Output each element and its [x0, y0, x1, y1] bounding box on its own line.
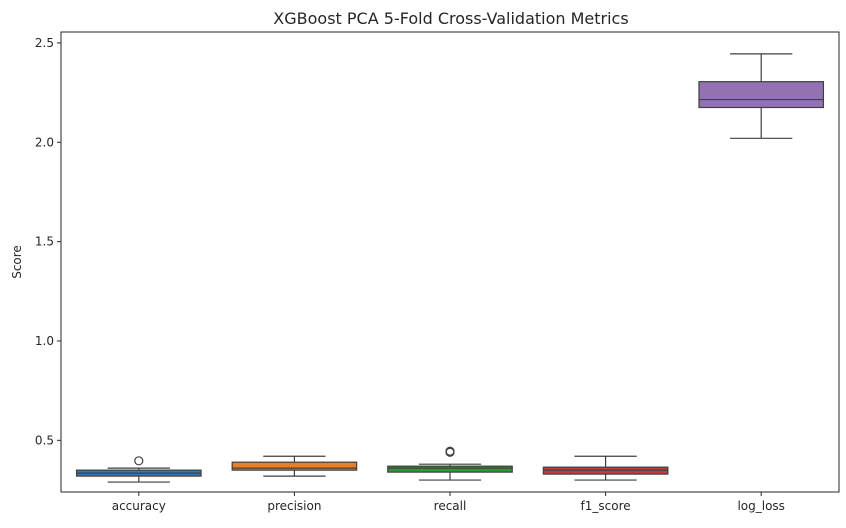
iqr-box — [698, 81, 825, 109]
x-tick-label-f1_score: f1_score — [581, 499, 631, 513]
x-tick-label-precision: precision — [267, 499, 321, 513]
chart-title: XGBoost PCA 5-Fold Cross-Validation Metr… — [273, 9, 628, 28]
box-precision — [231, 455, 358, 477]
y-tick-label: 2.5 — [35, 36, 54, 50]
y-tick-label: 1.0 — [35, 334, 54, 348]
outlier-point — [134, 456, 144, 466]
y-tick-label: 1.5 — [35, 235, 54, 249]
x-tick-label-recall: recall — [434, 499, 467, 513]
iqr-box — [387, 465, 513, 473]
y-axis: 0.5 1.0 1.5 2.0 2.5 — [35, 36, 61, 447]
x-tick-label-accuracy: accuracy — [112, 499, 166, 513]
plot-area — [75, 53, 825, 483]
box-log_loss — [698, 53, 825, 139]
iqr-box — [231, 461, 358, 471]
x-axis: accuracy precision recall f1_score log_loss — [112, 492, 785, 513]
y-tick-label: 0.5 — [35, 433, 54, 447]
outlier-point — [445, 446, 455, 456]
x-tick-label-log_loss: log_loss — [737, 499, 784, 513]
box-accuracy — [75, 456, 202, 483]
y-tick-label: 2.0 — [35, 135, 54, 149]
box-recall — [387, 446, 513, 481]
box-f1_score — [542, 455, 669, 481]
y-axis-label: Score — [10, 245, 24, 279]
